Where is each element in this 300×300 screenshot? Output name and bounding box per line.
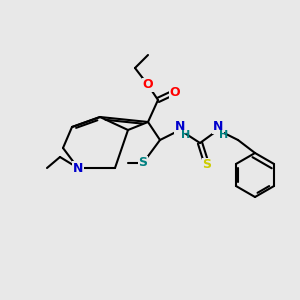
- Text: S: S: [139, 157, 148, 169]
- Text: N: N: [175, 121, 185, 134]
- Text: H: H: [182, 130, 190, 140]
- Text: O: O: [143, 79, 153, 92]
- Text: O: O: [170, 85, 180, 98]
- Text: N: N: [213, 121, 223, 134]
- Text: H: H: [219, 130, 229, 140]
- Text: N: N: [73, 161, 83, 175]
- Text: S: S: [202, 158, 211, 172]
